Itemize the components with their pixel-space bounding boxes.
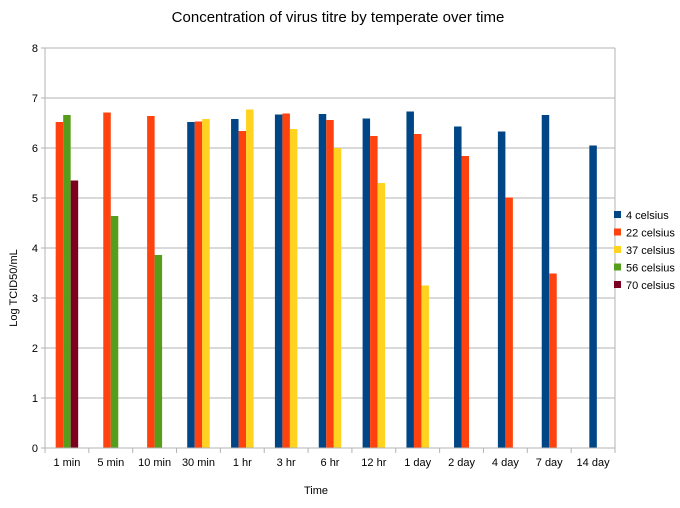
- y-tick-label: 2: [32, 343, 38, 355]
- y-tick-label: 6: [32, 143, 38, 155]
- bar-22-celsius-4-day: [505, 197, 513, 448]
- y-tick-label: 7: [32, 93, 38, 105]
- bar-4-celsius-30-min: [187, 122, 195, 448]
- bar-37-celsius-1-hr: [246, 109, 254, 448]
- x-tick-label: 1 day: [404, 457, 431, 469]
- x-tick-label: 7 day: [536, 457, 563, 469]
- x-tick-label: 5 min: [97, 457, 124, 469]
- bar-22-celsius-5-min: [103, 112, 111, 448]
- bar-37-celsius-3-hr: [289, 129, 298, 448]
- x-axis-title: Time: [304, 485, 328, 497]
- bar-22-celsius-2-day: [461, 156, 470, 448]
- x-tick-label: 3 hr: [277, 457, 296, 469]
- legend-label: 37 celsius: [626, 245, 675, 257]
- legend-swatch: [614, 263, 621, 271]
- bar-4-celsius-6-hr: [318, 114, 327, 448]
- bar-22-celsius-10-min: [147, 116, 155, 448]
- y-tick-label: 3: [32, 293, 38, 305]
- x-tick-label: 14 day: [577, 457, 611, 469]
- y-tick-label: 1: [32, 393, 38, 405]
- y-axis-title: Log TCID50/mL: [8, 249, 20, 326]
- bar-56-celsius-1-min: [63, 115, 71, 448]
- legend-label: 4 celsius: [626, 210, 669, 222]
- bar-4-celsius-1-day: [406, 111, 414, 448]
- bar-22-celsius-30-min: [194, 121, 203, 448]
- legend-label: 56 celsius: [626, 263, 675, 275]
- x-tick-label: 10 min: [138, 457, 171, 469]
- y-tick-label: 0: [32, 443, 38, 455]
- bar-37-celsius-12-hr: [377, 183, 386, 448]
- bar-4-celsius-4-day: [497, 131, 506, 448]
- x-tick-label: 1 hr: [233, 457, 252, 469]
- bar-70-celsius-1-min: [70, 180, 79, 448]
- bar-22-celsius-1-day: [413, 134, 422, 448]
- y-tick-label: 5: [32, 193, 38, 205]
- x-tick-label: 12 hr: [361, 457, 386, 469]
- legend-label: 70 celsius: [626, 280, 675, 292]
- bar-22-celsius-7-day: [549, 273, 557, 448]
- bar-37-celsius-6-hr: [333, 148, 342, 448]
- legend-swatch: [614, 228, 621, 236]
- bar-22-celsius-6-hr: [326, 120, 334, 448]
- bar-4-celsius-7-day: [541, 115, 550, 448]
- chart-title: Concentration of virus titre by temperat…: [172, 9, 505, 26]
- x-tick-label: 2 day: [448, 457, 475, 469]
- bar-22-celsius-1-min: [55, 122, 64, 448]
- legend-label: 22 celsius: [626, 228, 675, 240]
- bar-56-celsius-10-min: [154, 255, 163, 448]
- y-tick-label: 8: [32, 43, 38, 55]
- x-tick-label: 6 hr: [321, 457, 340, 469]
- legend-swatch: [614, 211, 621, 218]
- bars: [55, 109, 597, 448]
- x-tick-label: 30 min: [182, 457, 215, 469]
- bar-4-celsius-12-hr: [362, 118, 371, 448]
- bar-4-celsius-2-day: [454, 126, 462, 448]
- legend: 4 celsius 22 celsius 37 celsius 56 celsius 7…: [614, 210, 675, 292]
- bar-22-celsius-12-hr: [370, 136, 378, 448]
- x-tick-label: 1 min: [53, 457, 80, 469]
- bar-56-celsius-5-min: [110, 216, 119, 448]
- bar-37-celsius-30-min: [202, 119, 210, 448]
- bar-4-celsius-3-hr: [274, 114, 283, 448]
- bar-22-celsius-3-hr: [282, 113, 290, 448]
- bar-4-celsius-14-day: [589, 145, 597, 448]
- legend-swatch: [614, 281, 621, 288]
- bar-4-celsius-1-hr: [231, 119, 239, 448]
- x-tick-label: 4 day: [492, 457, 519, 469]
- legend-swatch: [614, 246, 621, 253]
- bar-22-celsius-1-hr: [238, 131, 247, 448]
- y-tick-label: 4: [32, 243, 38, 255]
- bar-37-celsius-1-day: [421, 285, 429, 448]
